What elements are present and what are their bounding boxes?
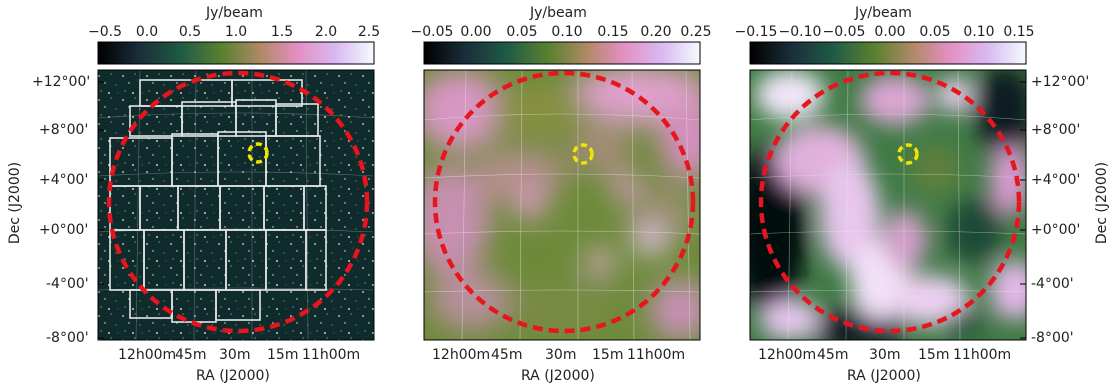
- target-marker-right: [897, 143, 919, 165]
- colorbar-unit-right: Jy/beam: [855, 5, 912, 21]
- x-tick: 15m: [267, 347, 299, 363]
- colorbar-unit-left: Jy/beam: [206, 5, 263, 21]
- x-tick: 12h00m: [758, 347, 817, 363]
- x-tick: 30m: [545, 347, 577, 363]
- x-axis-label-right: RA (J2000): [847, 368, 921, 384]
- field-circle-left: [106, 70, 370, 334]
- colorbar-tick: −0.10: [778, 24, 822, 40]
- colorbar-tick: 0.00: [874, 24, 906, 40]
- field-circle-right: [758, 70, 1022, 334]
- y-axis-label-left: Dec (J2000): [7, 161, 23, 245]
- panel-left-frame: [97, 69, 375, 341]
- y-tick-left: +8°00': [39, 122, 89, 138]
- colorbar-tick: 0.5: [178, 24, 202, 40]
- x-tick: 45m: [491, 347, 523, 363]
- target-marker-left: [247, 142, 269, 164]
- x-tick: 30m: [869, 347, 901, 363]
- x-tick: 45m: [817, 347, 849, 363]
- colorbar-right: [749, 41, 1027, 65]
- colorbar-tick: 2.5: [357, 24, 381, 40]
- x-tick: 12h00m: [118, 347, 177, 363]
- colorbar-tick: 0.20: [640, 24, 672, 40]
- panel-right-frame: [749, 69, 1027, 341]
- x-axis-label-left: RA (J2000): [196, 368, 270, 384]
- panel-right-image: [750, 70, 1026, 340]
- colorbar-tick: 1.0: [224, 24, 248, 40]
- field-circle-middle: [432, 70, 696, 334]
- x-tick: 11h00m: [953, 347, 1012, 363]
- y-tick-left: +4°00': [39, 172, 89, 188]
- y-tick-left: +12°00': [32, 74, 91, 90]
- x-axis-label-middle: RA (J2000): [521, 368, 595, 384]
- colorbar-tick: 0.10: [963, 24, 995, 40]
- y-tick-right: +4°00': [1031, 172, 1081, 188]
- x-tick: 15m: [592, 347, 624, 363]
- colorbar-tick: 0.05: [919, 24, 951, 40]
- y-tick-right: +12°00': [1031, 74, 1090, 90]
- y-tick-right: -8°00': [1031, 330, 1074, 346]
- colorbar-tick: −0.05: [410, 24, 454, 40]
- y-tick-right: -4°00': [1031, 276, 1074, 292]
- colorbar-tick: 0.15: [597, 24, 629, 40]
- target-marker-middle: [572, 143, 594, 165]
- x-tick: 15m: [918, 347, 950, 363]
- colorbar-middle: [423, 41, 701, 65]
- colorbar-tick: 0.05: [506, 24, 538, 40]
- colorbar-tick: −0.5: [88, 24, 122, 40]
- panel-middle-frame: [423, 69, 701, 341]
- x-tick: 11h00m: [627, 347, 686, 363]
- y-tick-left: +0°00': [39, 222, 89, 238]
- colorbar-tick: 0.10: [551, 24, 583, 40]
- colorbar-tick: 1.5: [270, 24, 294, 40]
- x-tick: 11h00m: [302, 347, 361, 363]
- panel-middle-image: [424, 70, 700, 340]
- colorbar-tick: 0.0: [135, 24, 159, 40]
- colorbar-tick: 0.15: [1003, 24, 1035, 40]
- colorbar-unit-middle: Jy/beam: [530, 5, 587, 21]
- y-tick-left: -8°00': [46, 330, 89, 346]
- panel-left-image: [98, 70, 374, 340]
- y-tick-left: -4°00': [46, 276, 89, 292]
- x-tick: 12h00m: [432, 347, 491, 363]
- y-axis-label-right: Dec (J2000): [1094, 161, 1110, 245]
- colorbar-tick: −0.15: [734, 24, 778, 40]
- colorbar-tick: 0.25: [680, 24, 712, 40]
- x-tick: 45m: [175, 347, 207, 363]
- colorbar-tick: 0.00: [460, 24, 492, 40]
- colorbar-tick: 2.0: [314, 24, 338, 40]
- y-tick-right: +8°00': [1031, 122, 1081, 138]
- colorbar-left: [97, 41, 375, 65]
- x-tick: 30m: [219, 347, 251, 363]
- colorbar-tick: −0.05: [822, 24, 866, 40]
- y-tick-right: +0°00': [1031, 222, 1081, 238]
